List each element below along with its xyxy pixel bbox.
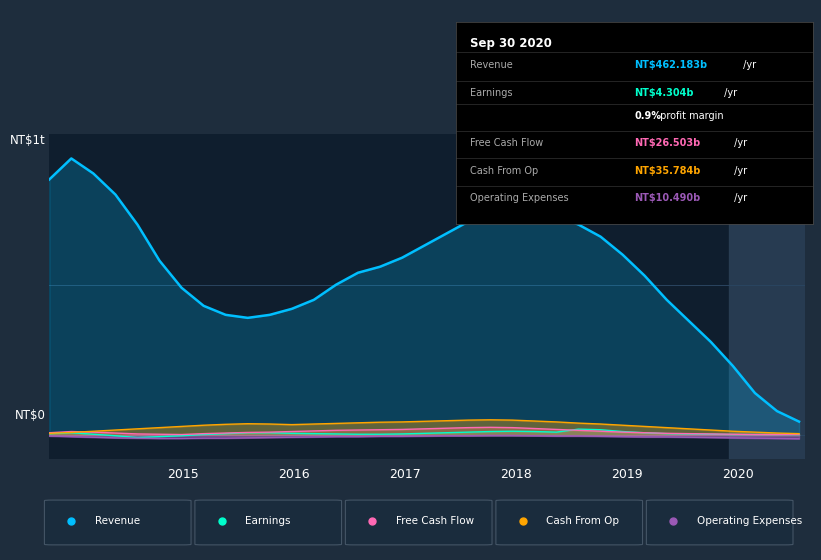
Text: /yr: /yr	[741, 60, 756, 69]
Text: NT$1t: NT$1t	[10, 134, 45, 147]
Text: Free Cash Flow: Free Cash Flow	[470, 138, 544, 148]
FancyBboxPatch shape	[346, 500, 492, 545]
Text: NT$4.304b: NT$4.304b	[635, 88, 694, 98]
Text: /yr: /yr	[721, 88, 737, 98]
Text: /yr: /yr	[731, 166, 747, 175]
Text: Free Cash Flow: Free Cash Flow	[396, 516, 474, 526]
Text: /yr: /yr	[731, 193, 747, 203]
FancyBboxPatch shape	[646, 500, 793, 545]
Text: Operating Expenses: Operating Expenses	[696, 516, 802, 526]
Text: Cash From Op: Cash From Op	[470, 166, 539, 175]
Text: 0.9%: 0.9%	[635, 111, 661, 121]
Text: Sep 30 2020: Sep 30 2020	[470, 36, 552, 49]
FancyBboxPatch shape	[496, 500, 643, 545]
Text: NT$10.490b: NT$10.490b	[635, 193, 700, 203]
Text: profit margin: profit margin	[658, 111, 724, 121]
Text: Earnings: Earnings	[245, 516, 291, 526]
FancyBboxPatch shape	[44, 500, 191, 545]
Text: NT$26.503b: NT$26.503b	[635, 138, 700, 148]
Text: NT$462.183b: NT$462.183b	[635, 60, 708, 69]
Text: Cash From Op: Cash From Op	[546, 516, 619, 526]
FancyBboxPatch shape	[195, 500, 342, 545]
Text: Revenue: Revenue	[470, 60, 512, 69]
Text: NT$0: NT$0	[15, 409, 45, 422]
Text: Operating Expenses: Operating Expenses	[470, 193, 569, 203]
Text: NT$35.784b: NT$35.784b	[635, 166, 700, 175]
Text: Revenue: Revenue	[94, 516, 140, 526]
Text: Earnings: Earnings	[470, 88, 512, 98]
Text: /yr: /yr	[731, 138, 747, 148]
Bar	[729, 134, 805, 459]
